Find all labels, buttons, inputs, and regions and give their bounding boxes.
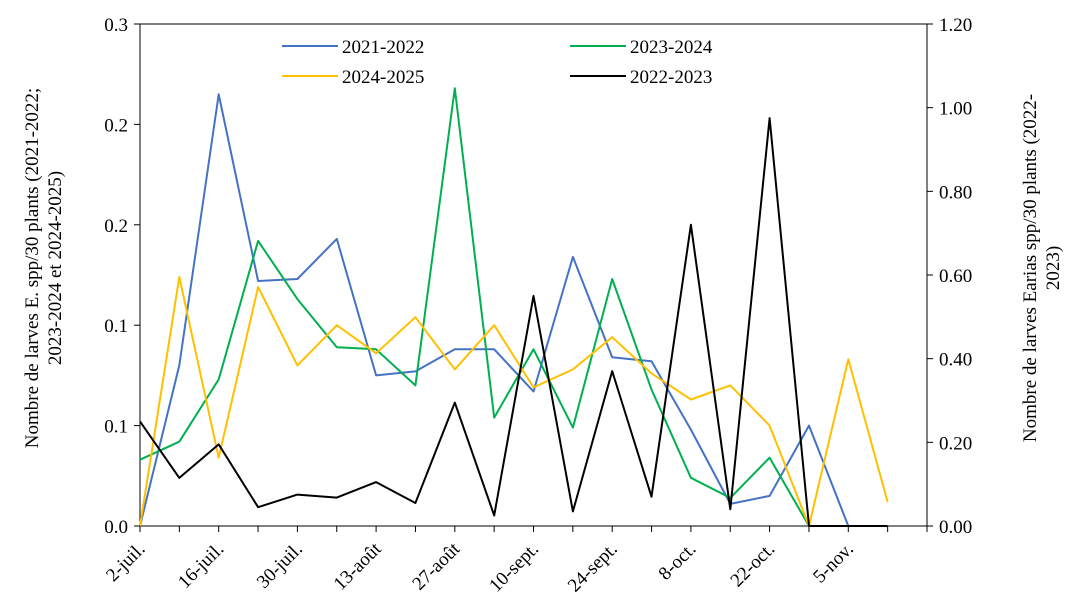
x-tick-label: 8-oct. <box>655 539 701 585</box>
left-axis-title: Nombre de larves E. spp/30 plants (2021-… <box>22 88 66 448</box>
legend: 2021-2022 2023-2024 2024-2025 2022-2023 <box>282 37 713 88</box>
plot-border <box>139 23 928 527</box>
right-axis-title: Nombre de larves Earias spp/30 plants (2… <box>1020 94 1064 442</box>
x-tick-label: 27-août <box>408 538 464 594</box>
left-axis-title-line: 2023-2024 et 2024-2025) <box>45 171 66 365</box>
series-line-2022-2023 <box>139 117 888 527</box>
x-tick-label: 24-sept. <box>564 539 622 597</box>
x-tick-label: 13-août <box>330 538 386 594</box>
series-lines <box>139 87 889 527</box>
series-line-2023-2024 <box>139 87 888 527</box>
right-y-tick-label: 0.80 <box>939 182 972 203</box>
plot-area <box>139 23 928 527</box>
left-y-tick-label: 0.1 <box>104 417 128 438</box>
right-y-tick-label: 1.20 <box>939 15 972 36</box>
left-y-tick-label: 0.3 <box>104 15 128 36</box>
right-y-tick-label: 1.00 <box>939 99 972 120</box>
right-y-tick-label: 0.00 <box>939 517 972 538</box>
legend-label: 2024-2025 <box>342 67 424 88</box>
right-y-tick-label: 0.40 <box>939 350 972 371</box>
right-axis-title-line: Nombre de larves Earias spp/30 plants (2… <box>1020 94 1041 442</box>
left-y-tick-label: 0.2 <box>104 216 128 237</box>
left-y-tick-label: 0.2 <box>104 115 128 136</box>
x-tick-label: 16-juil. <box>174 539 228 593</box>
right-y-axis: 0.00 0.20 0.40 0.60 0.80 1.00 1.20 <box>927 15 972 538</box>
series-line-2024-2025 <box>139 276 889 527</box>
left-y-tick-label: 0.1 <box>104 316 128 337</box>
right-y-tick-label: 0.60 <box>939 266 972 287</box>
left-axis-title-line: Nombre de larves E. spp/30 plants (2021-… <box>22 88 43 448</box>
x-tick-label: 2-juil. <box>102 539 149 586</box>
right-axis-title-line: 2023) <box>1043 246 1064 290</box>
x-tick-label: 10-sept. <box>485 539 543 597</box>
legend-label: 2023-2024 <box>630 37 713 58</box>
x-tick-label: 22-oct. <box>727 539 780 592</box>
right-y-tick-label: 0.20 <box>939 433 972 454</box>
legend-label: 2021-2022 <box>342 37 424 58</box>
x-tick-label: 30-juil. <box>253 539 307 593</box>
legend-label: 2022-2023 <box>630 67 712 88</box>
left-y-tick-label: 0.0 <box>104 517 128 538</box>
series-line-2021-2022 <box>139 93 888 527</box>
x-tick-label: 5-nov. <box>809 539 858 588</box>
x-axis: 2-juil. 16-juil. 30-juil. 13-août 27-août 10-… <box>102 526 928 597</box>
left-y-axis: 0.0 0.1 0.1 0.2 0.2 0.3 <box>104 15 140 538</box>
